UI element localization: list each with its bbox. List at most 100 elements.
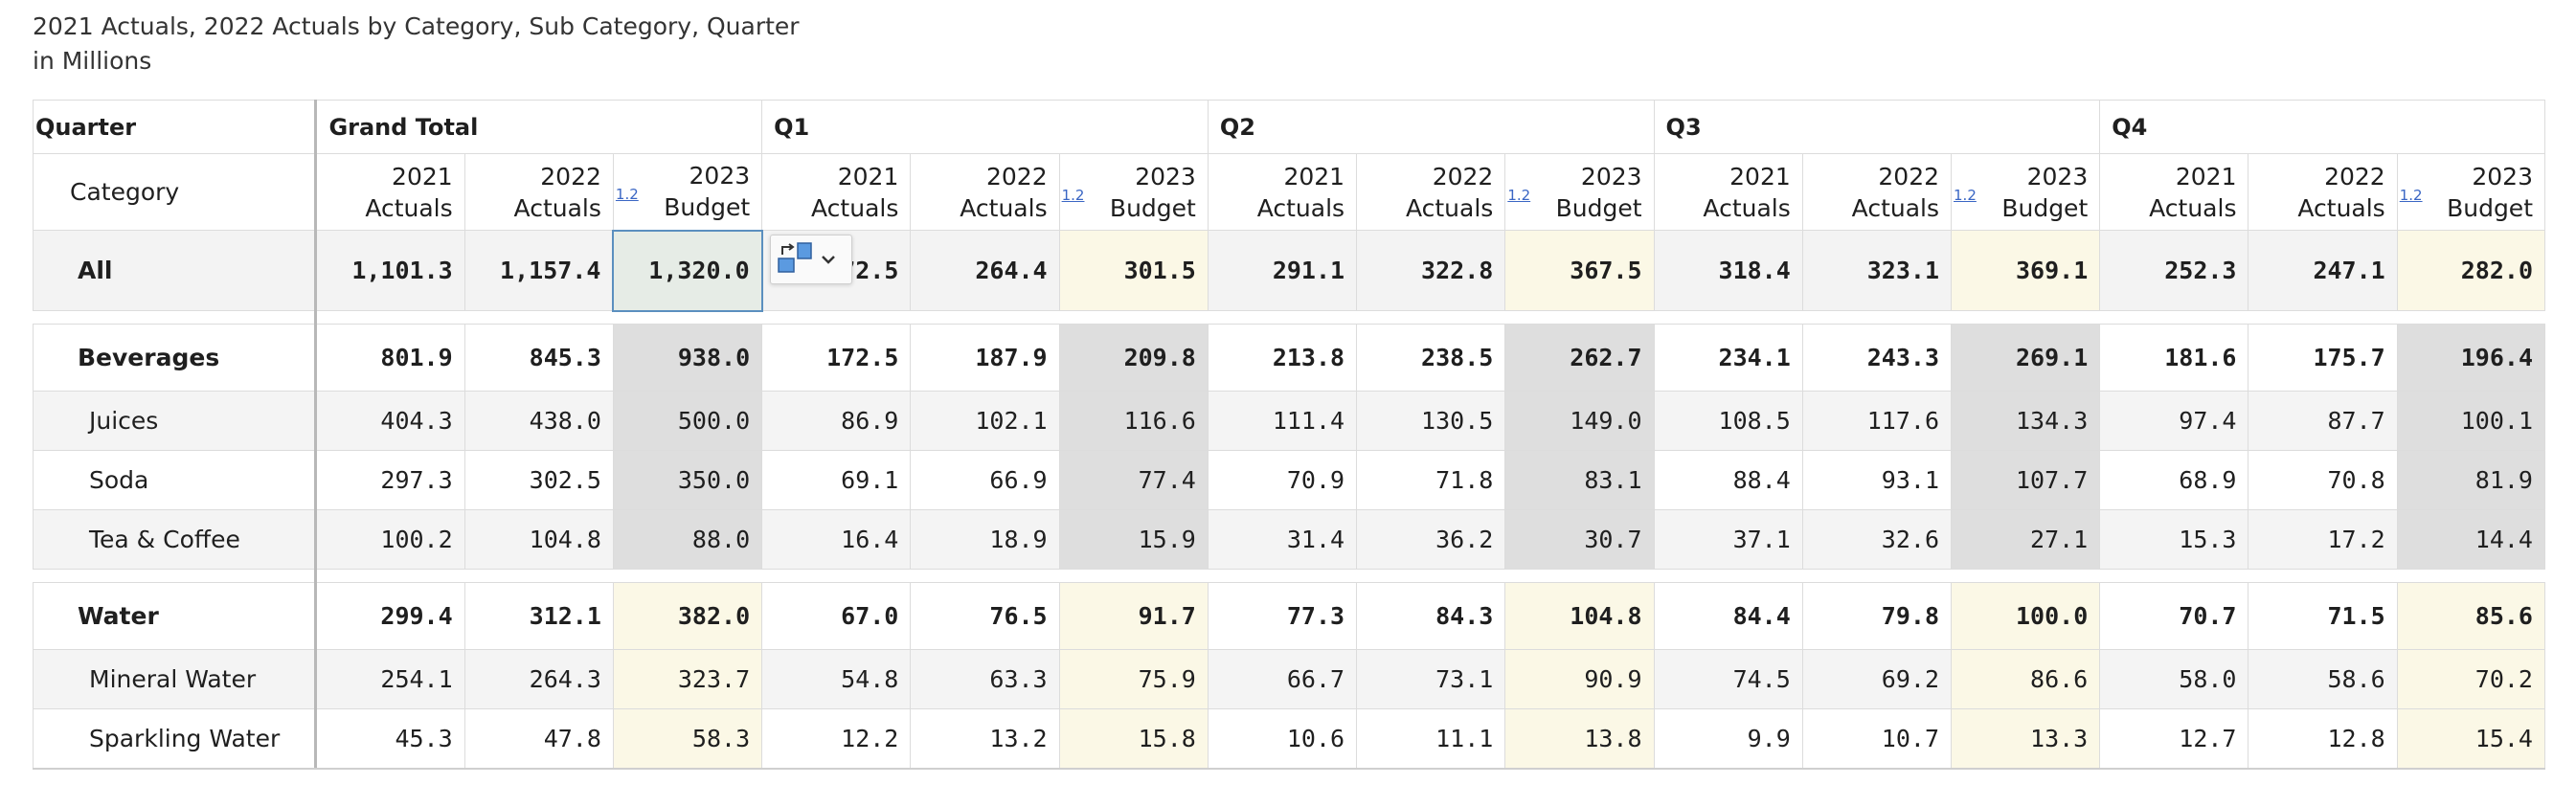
table-cell[interactable]: 14.4: [2396, 509, 2546, 570]
table-cell[interactable]: 323.7: [612, 649, 763, 709]
table-cell[interactable]: 77.3: [1207, 582, 1358, 650]
group-header-q3[interactable]: Q3: [1653, 100, 2101, 154]
table-cell[interactable]: 27.1: [1951, 509, 2101, 570]
table-cell[interactable]: 369.1: [1951, 230, 2101, 311]
table-cell[interactable]: 382.0: [612, 582, 763, 650]
number-format-marker[interactable]: 1.2: [1954, 186, 1977, 204]
table-cell[interactable]: 102.1: [910, 391, 1060, 451]
table-cell[interactable]: 100.0: [1951, 582, 2101, 650]
table-cell[interactable]: 13.2: [910, 708, 1060, 769]
table-cell[interactable]: 438.0: [463, 391, 614, 451]
group-header-q2[interactable]: Q2: [1207, 100, 1655, 154]
table-cell[interactable]: 15.3: [2099, 509, 2249, 570]
swap-axes-icon[interactable]: [775, 239, 847, 280]
row-label[interactable]: Soda: [32, 450, 318, 510]
table-cell[interactable]: 104.8: [1504, 582, 1655, 650]
table-cell[interactable]: 88.4: [1653, 450, 1803, 510]
table-cell[interactable]: 93.1: [1801, 450, 1953, 510]
table-cell[interactable]: 32.6: [1801, 509, 1953, 570]
table-cell[interactable]: 91.7: [1058, 582, 1209, 650]
table-cell[interactable]: 66.9: [910, 450, 1060, 510]
table-cell[interactable]: 70.8: [2248, 450, 2398, 510]
table-cell[interactable]: 85.6: [2396, 582, 2546, 650]
group-header-grand-total[interactable]: Grand Total: [315, 100, 763, 154]
table-cell[interactable]: 367.5: [1504, 230, 1655, 311]
table-cell[interactable]: 66.7: [1207, 649, 1358, 709]
table-cell[interactable]: 15.4: [2396, 708, 2546, 769]
table-cell[interactable]: 76.5: [910, 582, 1060, 650]
group-header-q1[interactable]: Q1: [761, 100, 1209, 154]
table-cell[interactable]: 81.9: [2396, 450, 2546, 510]
table-cell[interactable]: 77.4: [1058, 450, 1209, 510]
table-cell[interactable]: 172.5: [761, 324, 912, 392]
table-cell[interactable]: 252.3: [2099, 230, 2249, 311]
table-cell[interactable]: 213.8: [1207, 324, 1358, 392]
table-cell[interactable]: 938.0: [612, 324, 763, 392]
table-cell[interactable]: 350.0: [612, 450, 763, 510]
table-cell[interactable]: 10.6: [1207, 708, 1358, 769]
table-cell[interactable]: 323.1: [1801, 230, 1953, 311]
measure-header-0-1[interactable]: 2022 Actuals: [463, 153, 614, 231]
table-cell[interactable]: 97.4: [2099, 391, 2249, 451]
table-cell[interactable]: 9.9: [1653, 708, 1803, 769]
table-cell[interactable]: 13.8: [1504, 708, 1655, 769]
table-cell[interactable]: 90.9: [1504, 649, 1655, 709]
table-cell[interactable]: 47.8: [463, 708, 614, 769]
table-cell[interactable]: 209.8: [1058, 324, 1209, 392]
table-cell[interactable]: 71.8: [1356, 450, 1506, 510]
group-header-q4[interactable]: Q4: [2099, 100, 2545, 154]
table-cell[interactable]: 87.7: [2248, 391, 2398, 451]
measure-header-0-0[interactable]: 2021 Actuals: [315, 153, 465, 231]
table-cell[interactable]: 291.1: [1207, 230, 1358, 311]
table-cell[interactable]: 196.4: [2396, 324, 2546, 392]
measure-header-3-0[interactable]: 2021 Actuals: [1653, 153, 1803, 231]
table-cell[interactable]: 69.1: [761, 450, 912, 510]
measure-header-2-1[interactable]: 2022 Actuals: [1356, 153, 1506, 231]
row-label[interactable]: Juices: [32, 391, 318, 451]
table-cell[interactable]: 15.9: [1058, 509, 1209, 570]
measure-header-3-1[interactable]: 2022 Actuals: [1801, 153, 1953, 231]
category-dimension-header[interactable]: Category: [32, 153, 318, 231]
measure-header-4-2[interactable]: 1.2 2023 Budget: [2396, 153, 2546, 231]
table-cell[interactable]: 58.6: [2248, 649, 2398, 709]
table-cell[interactable]: 86.6: [1951, 649, 2101, 709]
table-cell[interactable]: 36.2: [1356, 509, 1506, 570]
table-cell[interactable]: 45.3: [315, 708, 465, 769]
row-label[interactable]: Mineral Water: [32, 649, 318, 709]
row-label[interactable]: Tea & Coffee: [32, 509, 318, 570]
table-cell[interactable]: 104.8: [463, 509, 614, 570]
measure-header-4-1[interactable]: 2022 Actuals: [2248, 153, 2398, 231]
table-cell[interactable]: 322.8: [1356, 230, 1506, 311]
table-cell[interactable]: 12.8: [2248, 708, 2398, 769]
row-label[interactable]: Sparkling Water: [32, 708, 318, 769]
table-cell[interactable]: 262.7: [1504, 324, 1655, 392]
table-cell[interactable]: 500.0: [612, 391, 763, 451]
table-cell[interactable]: 1,320.0: [612, 229, 763, 312]
table-cell[interactable]: 117.6: [1801, 391, 1953, 451]
table-cell[interactable]: 54.8: [761, 649, 912, 709]
table-cell[interactable]: 111.4: [1207, 391, 1358, 451]
table-cell[interactable]: 15.8: [1058, 708, 1209, 769]
table-cell[interactable]: 301.5: [1058, 230, 1209, 311]
measure-header-3-2[interactable]: 1.2 2023 Budget: [1951, 153, 2101, 231]
table-cell[interactable]: 10.7: [1801, 708, 1953, 769]
table-cell[interactable]: 11.1: [1356, 708, 1506, 769]
table-cell[interactable]: 73.1: [1356, 649, 1506, 709]
table-cell[interactable]: 83.1: [1504, 450, 1655, 510]
table-cell[interactable]: 79.8: [1801, 582, 1953, 650]
table-cell[interactable]: 70.9: [1207, 450, 1358, 510]
table-cell[interactable]: 312.1: [463, 582, 614, 650]
row-label[interactable]: All: [32, 230, 318, 311]
table-cell[interactable]: 70.7: [2099, 582, 2249, 650]
table-cell[interactable]: 100.1: [2396, 391, 2546, 451]
table-cell[interactable]: 149.0: [1504, 391, 1655, 451]
table-cell[interactable]: 282.0: [2396, 230, 2546, 311]
table-cell[interactable]: 84.3: [1356, 582, 1506, 650]
table-cell[interactable]: 12.2: [761, 708, 912, 769]
table-cell[interactable]: 18.9: [910, 509, 1060, 570]
table-cell[interactable]: 84.4: [1653, 582, 1803, 650]
table-cell[interactable]: 318.4: [1653, 230, 1803, 311]
table-cell[interactable]: 404.3: [315, 391, 465, 451]
measure-header-4-0[interactable]: 2021 Actuals: [2099, 153, 2249, 231]
table-cell[interactable]: 130.5: [1356, 391, 1506, 451]
